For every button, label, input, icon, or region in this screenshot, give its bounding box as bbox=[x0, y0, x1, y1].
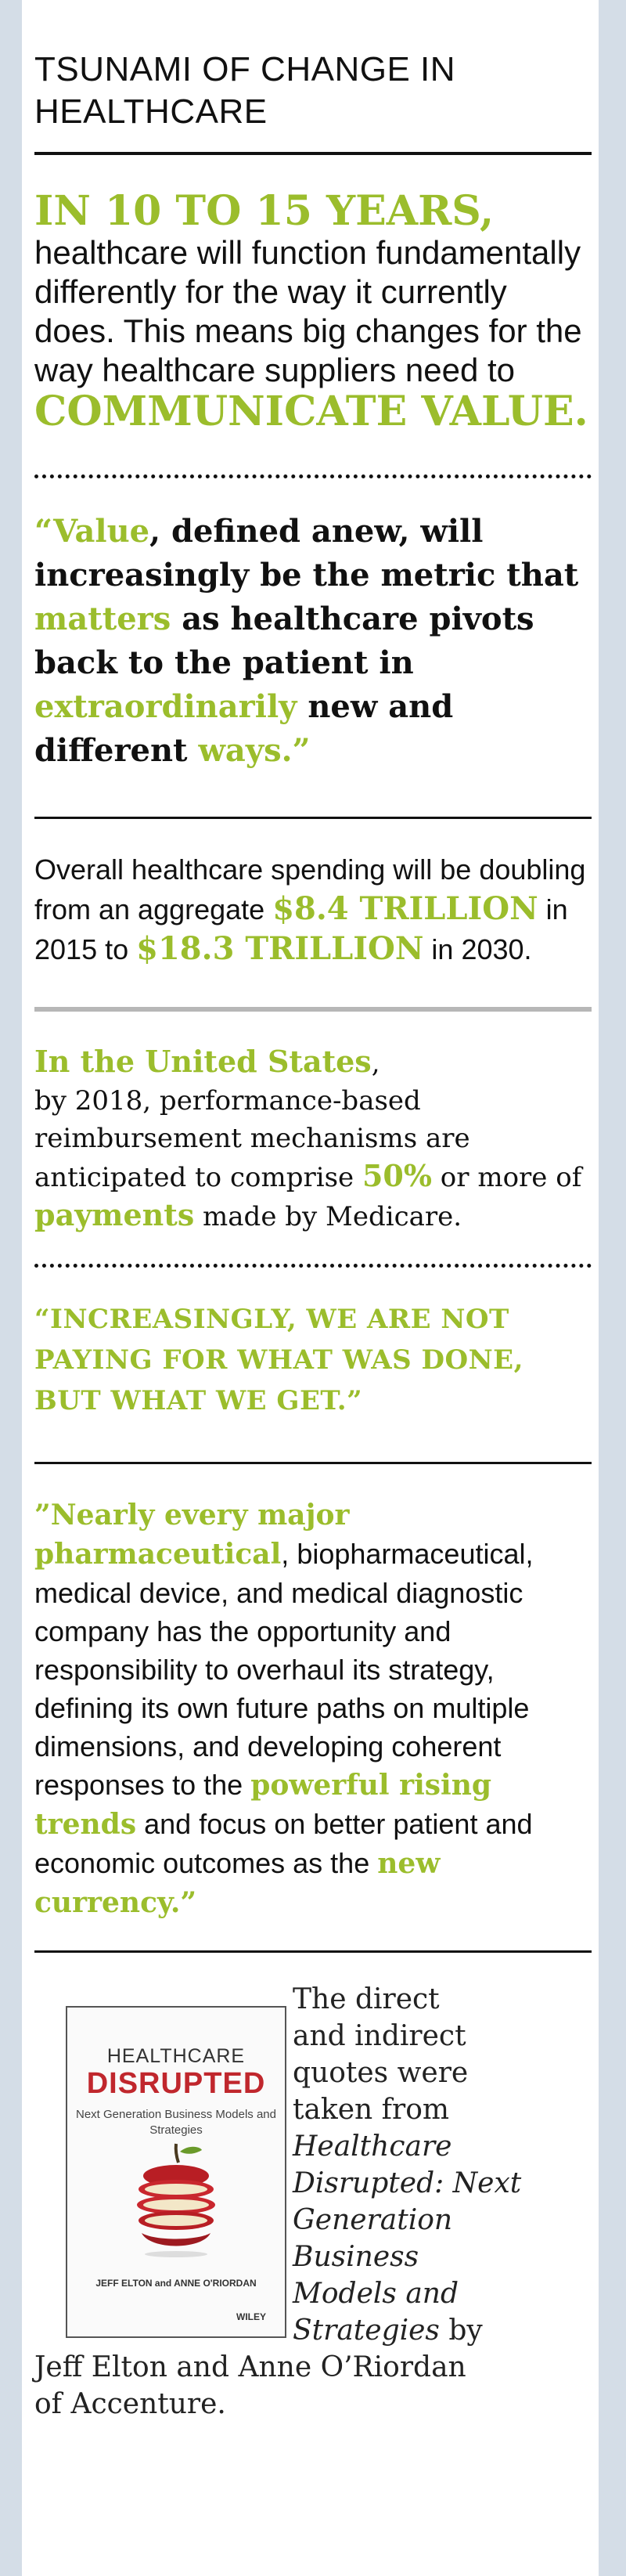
book-authors: JEFF ELTON and ANNE O'RIORDAN bbox=[95, 2278, 257, 2289]
book-title-line2: DISRUPTED bbox=[86, 2067, 266, 2100]
divider bbox=[34, 1462, 592, 1464]
intro-paragraph: IN 10 TO 15 YEARS, healthcare will funct… bbox=[34, 189, 592, 434]
spending-paragraph: Overall healthcare spending will be doub… bbox=[34, 853, 586, 967]
dotted-divider bbox=[34, 1264, 592, 1268]
paying-quote: “INCREASINGLY, WE ARE NOT PAYING FOR WHA… bbox=[34, 1304, 523, 1416]
word-matters: matters bbox=[34, 601, 171, 637]
divider bbox=[34, 1950, 592, 1953]
book-title-ref: Healthcare bbox=[293, 2130, 452, 2163]
us-percent: 50% bbox=[362, 1158, 432, 1193]
pharma-lead: ”Nearly every major pharmaceutical bbox=[34, 1499, 350, 1571]
us-lead: In the United States bbox=[34, 1044, 372, 1079]
pharma-trends: powerful rising trends bbox=[34, 1769, 492, 1841]
right-margin-bar bbox=[599, 0, 626, 2576]
book-section: HEALTHCARE DISRUPTED Next Generation Bus… bbox=[34, 1975, 592, 2460]
divider bbox=[34, 817, 592, 819]
gray-divider bbox=[34, 1007, 592, 1012]
intro-emphasis: COMMUNICATE VALUE. bbox=[34, 388, 588, 435]
sliced-apple-icon bbox=[137, 2143, 215, 2257]
book-title-line1: HEALTHCARE bbox=[106, 2045, 246, 2067]
left-margin-bar bbox=[0, 0, 22, 2576]
intro-lead: IN 10 TO 15 YEARS, bbox=[34, 187, 495, 235]
intro-text: healthcare will function fundamentally d… bbox=[34, 234, 582, 388]
source-credit: The direct and indirect quotes were take… bbox=[34, 1983, 522, 2420]
page-title: TSUNAMI OF CHANGE IN HEALTHCARE bbox=[34, 50, 456, 131]
word-extraordinarily: extraordinarily bbox=[34, 688, 297, 725]
us-payments: payments bbox=[34, 1197, 195, 1232]
dotted-divider bbox=[34, 474, 592, 478]
pharma-paragraph: ”Nearly every major pharmaceutical, biop… bbox=[34, 1499, 534, 1919]
spending-2015-value: $8.4 TRILLION bbox=[272, 890, 538, 927]
book-publisher: WILEY bbox=[236, 2311, 266, 2322]
word-value: Value bbox=[53, 513, 150, 550]
us-paragraph: In the United States, by 2018, performan… bbox=[34, 1044, 582, 1232]
infographic-column: TSUNAMI OF CHANGE IN HEALTHCARE IN 10 TO… bbox=[34, 0, 592, 2460]
divider bbox=[34, 152, 592, 155]
spending-2030-value: $18.3 TRILLION bbox=[136, 930, 424, 967]
word-ways: ways.” bbox=[198, 732, 311, 769]
book-cover: HEALTHCARE DISRUPTED Next Generation Bus… bbox=[66, 2006, 286, 2338]
book-subtitle: Next Generation Business Models and Stra… bbox=[76, 2108, 276, 2137]
value-quote: “Value, defined anew, will increasingly … bbox=[34, 513, 579, 769]
pharma-currency: new currency.” bbox=[34, 1847, 441, 1919]
